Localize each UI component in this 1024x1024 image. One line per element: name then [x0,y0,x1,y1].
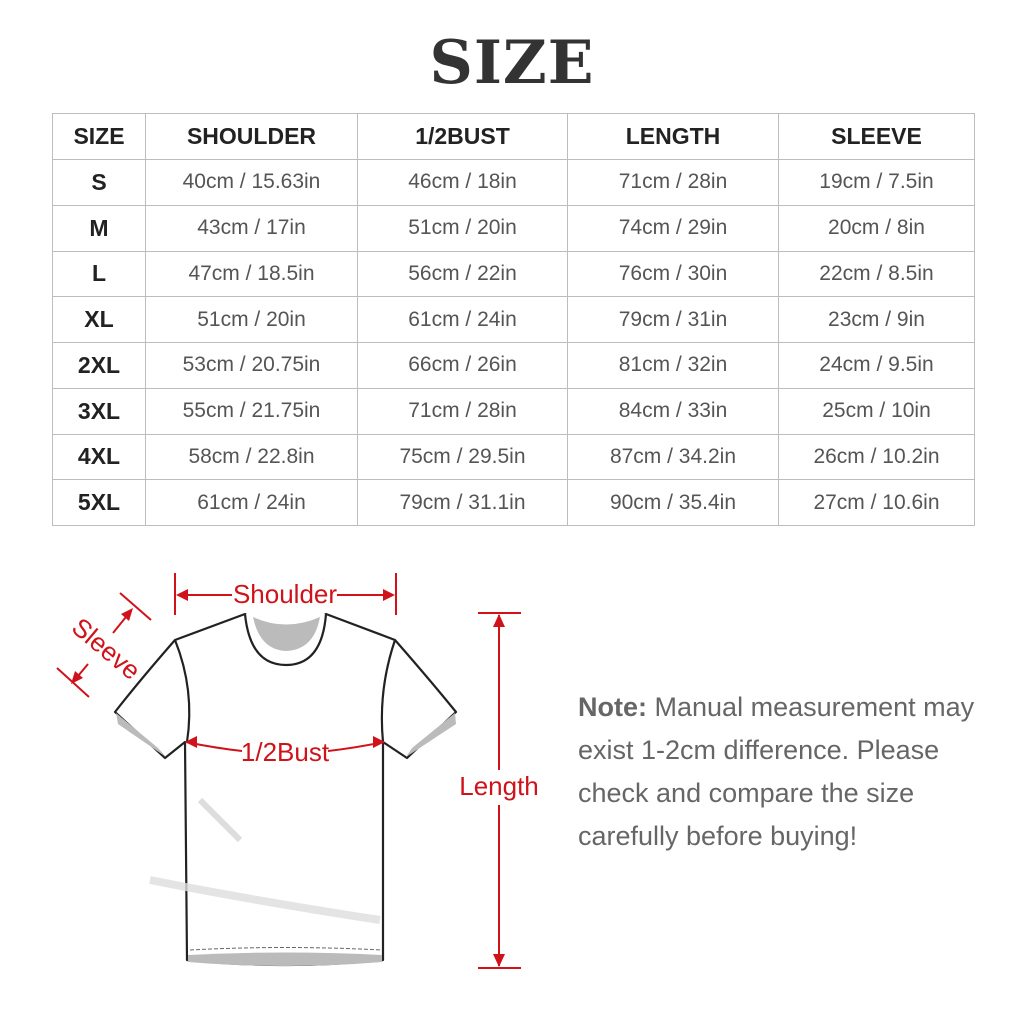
column-header: LENGTH [567,113,779,160]
length-measure-arrow [478,612,521,969]
measurement-cell: 79cm / 31in [567,296,779,343]
measurement-cell: 75cm / 29.5in [357,433,568,481]
table-row: 3XL 55cm / 21.75in 71cm / 28in 84cm / 33in 2… [52,387,975,435]
measurement-cell: 79cm / 31.1in [357,479,568,526]
measurement-cell: 19cm / 7.5in [778,159,975,206]
bust-measure-arrow [185,736,385,752]
measurement-cell: 51cm / 20in [357,204,568,252]
table-row: L 47cm / 18.5in 56cm / 22in 76cm / 30in 22cm… [52,250,975,298]
table-row: 2XL 53cm / 20.75in 66cm / 26in 81cm / 32in 2… [52,342,975,389]
measurement-cell: 71cm / 28in [357,387,568,435]
measurement-cell: 25cm / 10in [778,387,975,435]
measurement-cell: 56cm / 22in [357,250,568,298]
table-row: S 40cm / 15.63in 46cm / 18in 71cm / 28in 19c… [52,159,975,206]
size-cell: 3XL [52,387,146,435]
measurement-cell: 43cm / 17in [145,204,358,252]
measurement-cell: 87cm / 34.2in [567,433,779,481]
tshirt-icon [113,612,458,967]
column-header: SHOULDER [145,113,358,160]
shoulder-label: Shoulder [233,579,337,609]
measurement-cell: 46cm / 18in [357,159,568,206]
column-header: SLEEVE [778,113,975,160]
measurement-cell: 61cm / 24in [145,479,358,526]
measurement-cell: 76cm / 30in [567,250,779,298]
page-title: SIZE [429,28,595,98]
bust-label: 1/2Bust [241,737,330,767]
size-cell: S [52,159,146,206]
measurement-cell: 22cm / 8.5in [778,250,975,298]
column-header: SIZE [52,113,146,160]
size-table: SIZE SHOULDER 1/2BUST LENGTH SLEEVE S 40cm / … [52,113,975,526]
shoulder-measure-arrow [174,573,397,615]
measurement-cell: 23cm / 9in [778,296,975,343]
column-header: 1/2BUST [357,113,568,160]
table-header-row: SIZE SHOULDER 1/2BUST LENGTH SLEEVE [52,113,975,160]
size-cell: 5XL [52,479,146,526]
length-label: Length [459,771,539,801]
measurement-cell: 24cm / 9.5in [778,342,975,389]
note-body: Manual measurement may exist 1-2cm diffe… [578,692,975,851]
measurement-cell: 90cm / 35.4in [567,479,779,526]
size-cell: XL [52,296,146,343]
measurement-cell: 40cm / 15.63in [145,159,358,206]
table-row: 4XL 58cm / 22.8in 75cm / 29.5in 87cm / 34.2… [52,433,975,481]
measurement-cell: 84cm / 33in [567,387,779,435]
measurement-cell: 47cm / 18.5in [145,250,358,298]
measurement-cell: 66cm / 26in [357,342,568,389]
measurement-cell: 27cm / 10.6in [778,479,975,526]
measurement-cell: 20cm / 8in [778,204,975,252]
measurement-cell: 58cm / 22.8in [145,433,358,481]
sleeve-measure-arrow [56,592,152,698]
measurement-cell: 81cm / 32in [567,342,779,389]
measurement-cell: 74cm / 29in [567,204,779,252]
table-row: M 43cm / 17in 51cm / 20in 74cm / 29in 20cm /… [52,204,975,252]
measurement-cell: 55cm / 21.75in [145,387,358,435]
note-text: Note: Manual measurement may exist 1-2cm… [578,686,998,858]
note-label: Note: [578,692,647,722]
table-row: 5XL 61cm / 24in 79cm / 31.1in 90cm / 35.4in… [52,479,975,526]
measurement-cell: 71cm / 28in [567,159,779,206]
